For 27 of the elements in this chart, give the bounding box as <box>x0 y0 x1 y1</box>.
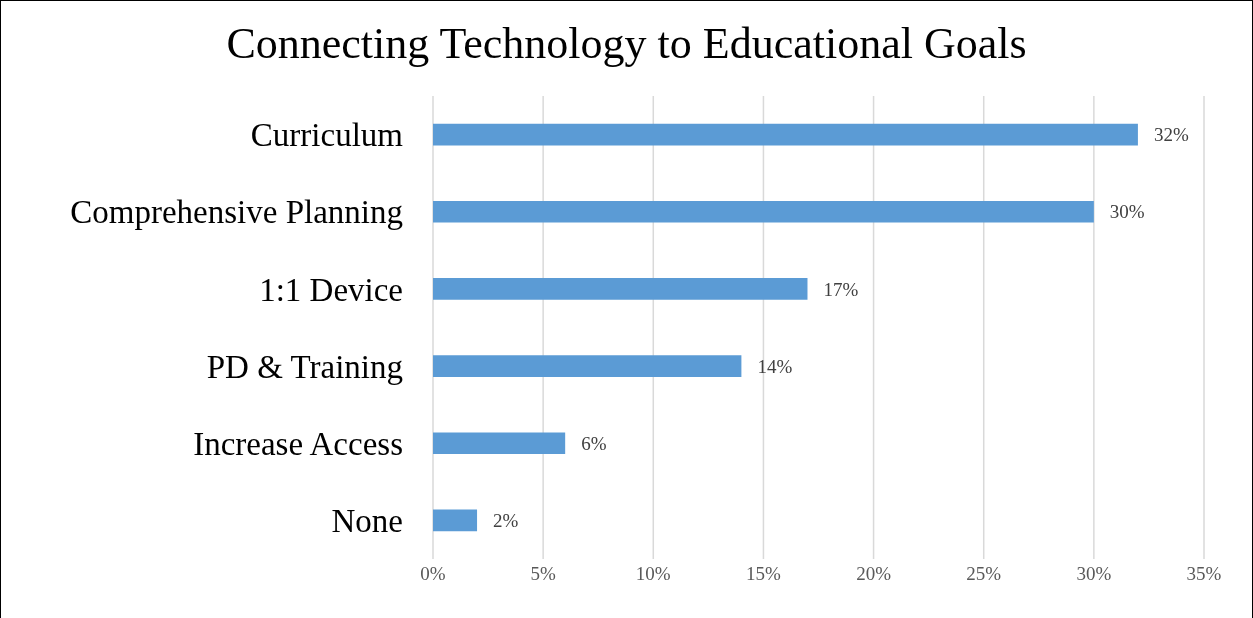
y-tick-label: PD & Training <box>206 348 403 385</box>
x-tick-label: 25% <box>966 563 1002 585</box>
x-tick-label: 0% <box>420 563 446 585</box>
bar <box>433 200 1094 223</box>
x-tick-label: 15% <box>746 563 782 585</box>
y-tick-label: None <box>331 503 403 540</box>
y-tick-label: 1:1 Device <box>259 271 403 308</box>
x-tick-label: 10% <box>635 563 671 585</box>
bar <box>433 123 1138 146</box>
y-tick-label: Curriculum <box>250 117 404 154</box>
bar <box>433 509 478 532</box>
x-tick-label: 35% <box>1186 563 1222 585</box>
x-tick-label: 5% <box>530 563 556 585</box>
data-label: 14% <box>757 355 793 377</box>
x-tick-label: 30% <box>1076 563 1112 585</box>
y-tick-label: Increase Access <box>193 425 403 462</box>
data-label: 17% <box>823 278 859 300</box>
data-label: 32% <box>1153 124 1189 146</box>
bar <box>433 278 808 300</box>
bar <box>433 355 742 377</box>
bar <box>433 432 566 455</box>
x-tick-label: 20% <box>856 563 892 585</box>
data-label: 2% <box>493 510 519 532</box>
chart-title: Connecting Technology to Educational Goals <box>225 18 1028 70</box>
y-tick-label: Comprehensive Planning <box>70 194 403 231</box>
data-label: 6% <box>581 432 607 454</box>
data-label: 30% <box>1109 201 1145 223</box>
